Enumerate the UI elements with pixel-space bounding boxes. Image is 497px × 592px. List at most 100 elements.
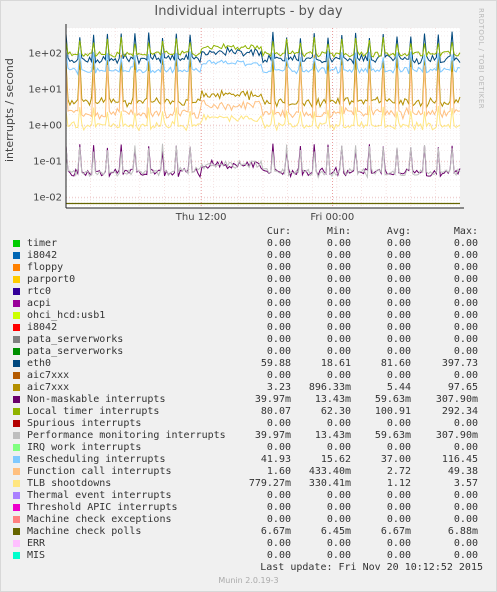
- legend-row: Non-maskable interrupts 39.97m 13.43m 59.63…: [0, 394, 497, 406]
- legend-max-value: 0.00: [453, 490, 478, 501]
- legend-cur-value: 779.27m: [248, 478, 291, 489]
- legend-swatch: [13, 528, 20, 535]
- legend-label: Performance monitoring interrupts: [27, 430, 226, 441]
- series-line: [65, 143, 461, 180]
- legend-row: ohci_hcd:usb1 0.00 0.00 0.00 0.00: [0, 310, 497, 322]
- legend-min-value: 0.00: [326, 262, 351, 273]
- legend-label: timer: [27, 238, 58, 249]
- legend-max-value: 0.00: [453, 550, 478, 561]
- legend-cur-value: 0.00: [266, 334, 291, 345]
- legend-min-value: 0.00: [326, 310, 351, 321]
- legend-avg-value: 0.00: [386, 418, 411, 429]
- legend-row: TLB shootdowns 779.27m 330.41m 1.12 3.57: [0, 478, 497, 490]
- series-line: [65, 105, 461, 132]
- legend-avg-value: 0.00: [386, 538, 411, 549]
- legend-cur-value: 39.97m: [254, 430, 291, 441]
- legend-max-value: 0.00: [453, 514, 478, 525]
- legend-cur-value: 0.00: [266, 418, 291, 429]
- legend-row: Machine check exceptions 0.00 0.00 0.00 0.00: [0, 514, 497, 526]
- legend-min-value: 15.62: [320, 454, 351, 465]
- legend-min-value: 0.00: [326, 418, 351, 429]
- legend-max-value: 0.00: [453, 250, 478, 261]
- legend-cur-value: 0.00: [266, 238, 291, 249]
- legend-header: Cur: Min: Avg: Max:: [0, 226, 497, 238]
- legend-avg-value: 0.00: [386, 310, 411, 321]
- legend-swatch: [13, 504, 20, 511]
- x-tick-label: Fri 00:00: [310, 212, 354, 223]
- legend-label: Rescheduling interrupts: [27, 454, 166, 465]
- legend-cur-value: 0.00: [266, 322, 291, 333]
- y-tick-label: 1e-02: [33, 193, 62, 204]
- legend-avg-value: 0.00: [386, 442, 411, 453]
- legend-swatch: [13, 420, 20, 427]
- legend-swatch: [13, 432, 20, 439]
- legend-row: Threshold APIC interrupts 0.00 0.00 0.00 0.0…: [0, 502, 497, 514]
- legend-swatch: [13, 540, 20, 547]
- series-line: [65, 50, 461, 76]
- legend-cur-value: 0.00: [266, 298, 291, 309]
- legend-avg-value: 0.00: [386, 250, 411, 261]
- legend-cur-value: 0.00: [266, 274, 291, 285]
- munin-version: Munin 2.0.19-3: [218, 576, 279, 585]
- last-update: Last update: Fri Nov 20 10:12:52 2015: [260, 562, 483, 573]
- legend-label: parport0: [27, 274, 76, 285]
- legend-max-value: 0.00: [453, 262, 478, 273]
- legend-min-value: 0.00: [326, 514, 351, 525]
- legend-swatch: [13, 264, 20, 271]
- legend-min-value: 0.00: [326, 502, 351, 513]
- legend-avg-value: 1.12: [386, 478, 411, 489]
- legend-max-value: 0.00: [453, 502, 478, 513]
- col-avg: Avg:: [386, 226, 411, 237]
- rrdtool-credit: RRDTOOL / TOBI OETIKER: [477, 8, 485, 110]
- legend-label: i8042: [27, 322, 58, 333]
- legend-min-value: 0.00: [326, 442, 351, 453]
- legend-min-value: 0.00: [326, 250, 351, 261]
- legend-min-value: 0.00: [326, 274, 351, 285]
- legend-swatch: [13, 468, 20, 475]
- legend-row: i8042 0.00 0.00 0.00 0.00: [0, 322, 497, 334]
- legend-row: timer 0.00 0.00 0.00 0.00: [0, 238, 497, 250]
- legend-cur-value: 0.00: [266, 262, 291, 273]
- legend-cur-value: 59.88: [260, 358, 291, 369]
- legend-row: IRQ work interrupts 0.00 0.00 0.00 0.00: [0, 442, 497, 454]
- plot-area: 1e-02 1e-01 1e+00 1e+01 1e+02 Thu 12:00 Fri 00…: [28, 24, 464, 223]
- legend-row: MIS 0.00 0.00 0.00 0.00: [0, 550, 497, 562]
- legend-min-value: 0.00: [326, 490, 351, 501]
- legend-swatch: [13, 240, 20, 247]
- legend-row: aic7xxx 0.00 0.00 0.00 0.00: [0, 370, 497, 382]
- legend-row: Machine check polls 6.67m 6.45m 6.67m 6.88m: [0, 526, 497, 538]
- legend-row: parport0 0.00 0.00 0.00 0.00: [0, 274, 497, 286]
- legend-max-value: 0.00: [453, 418, 478, 429]
- legend-min-value: 330.41m: [308, 478, 351, 489]
- legend-avg-value: 6.67m: [380, 526, 411, 537]
- legend-label: aic7xxx: [27, 382, 70, 393]
- legend-max-value: 307.90m: [435, 394, 478, 405]
- legend-min-value: 0.00: [326, 538, 351, 549]
- legend-max-value: 0.00: [453, 334, 478, 345]
- legend-swatch: [13, 396, 20, 403]
- legend-cur-value: 0.00: [266, 250, 291, 261]
- legend-avg-value: 0.00: [386, 334, 411, 345]
- legend-swatch: [13, 324, 20, 331]
- legend-max-value: 0.00: [453, 274, 478, 285]
- chart-title: Individual interrupts - by day: [154, 4, 343, 19]
- legend-min-value: 13.43m: [314, 394, 351, 405]
- legend-row: rtc0 0.00 0.00 0.00 0.00: [0, 286, 497, 298]
- legend-label: eth0: [27, 358, 52, 369]
- legend-swatch: [13, 372, 20, 379]
- legend-row: eth0 59.88 18.61 81.60 397.73: [0, 358, 497, 370]
- legend-max-value: 0.00: [453, 286, 478, 297]
- legend-cur-value: 0.00: [266, 442, 291, 453]
- y-tick-label: 1e+00: [28, 121, 62, 132]
- legend-avg-value: 0.00: [386, 550, 411, 561]
- legend-avg-value: 59.63m: [374, 394, 411, 405]
- legend-max-value: 0.00: [453, 442, 478, 453]
- legend-max-value: 3.57: [453, 478, 478, 489]
- series-line: [65, 64, 461, 121]
- legend-row: Thermal event interrupts 0.00 0.00 0.00 0.00: [0, 490, 497, 502]
- legend-min-value: 6.45m: [320, 526, 351, 537]
- legend-min-value: 0.00: [326, 322, 351, 333]
- legend-swatch: [13, 252, 20, 259]
- legend-max-value: 116.45: [441, 454, 478, 465]
- legend-label: Threshold APIC interrupts: [27, 502, 178, 513]
